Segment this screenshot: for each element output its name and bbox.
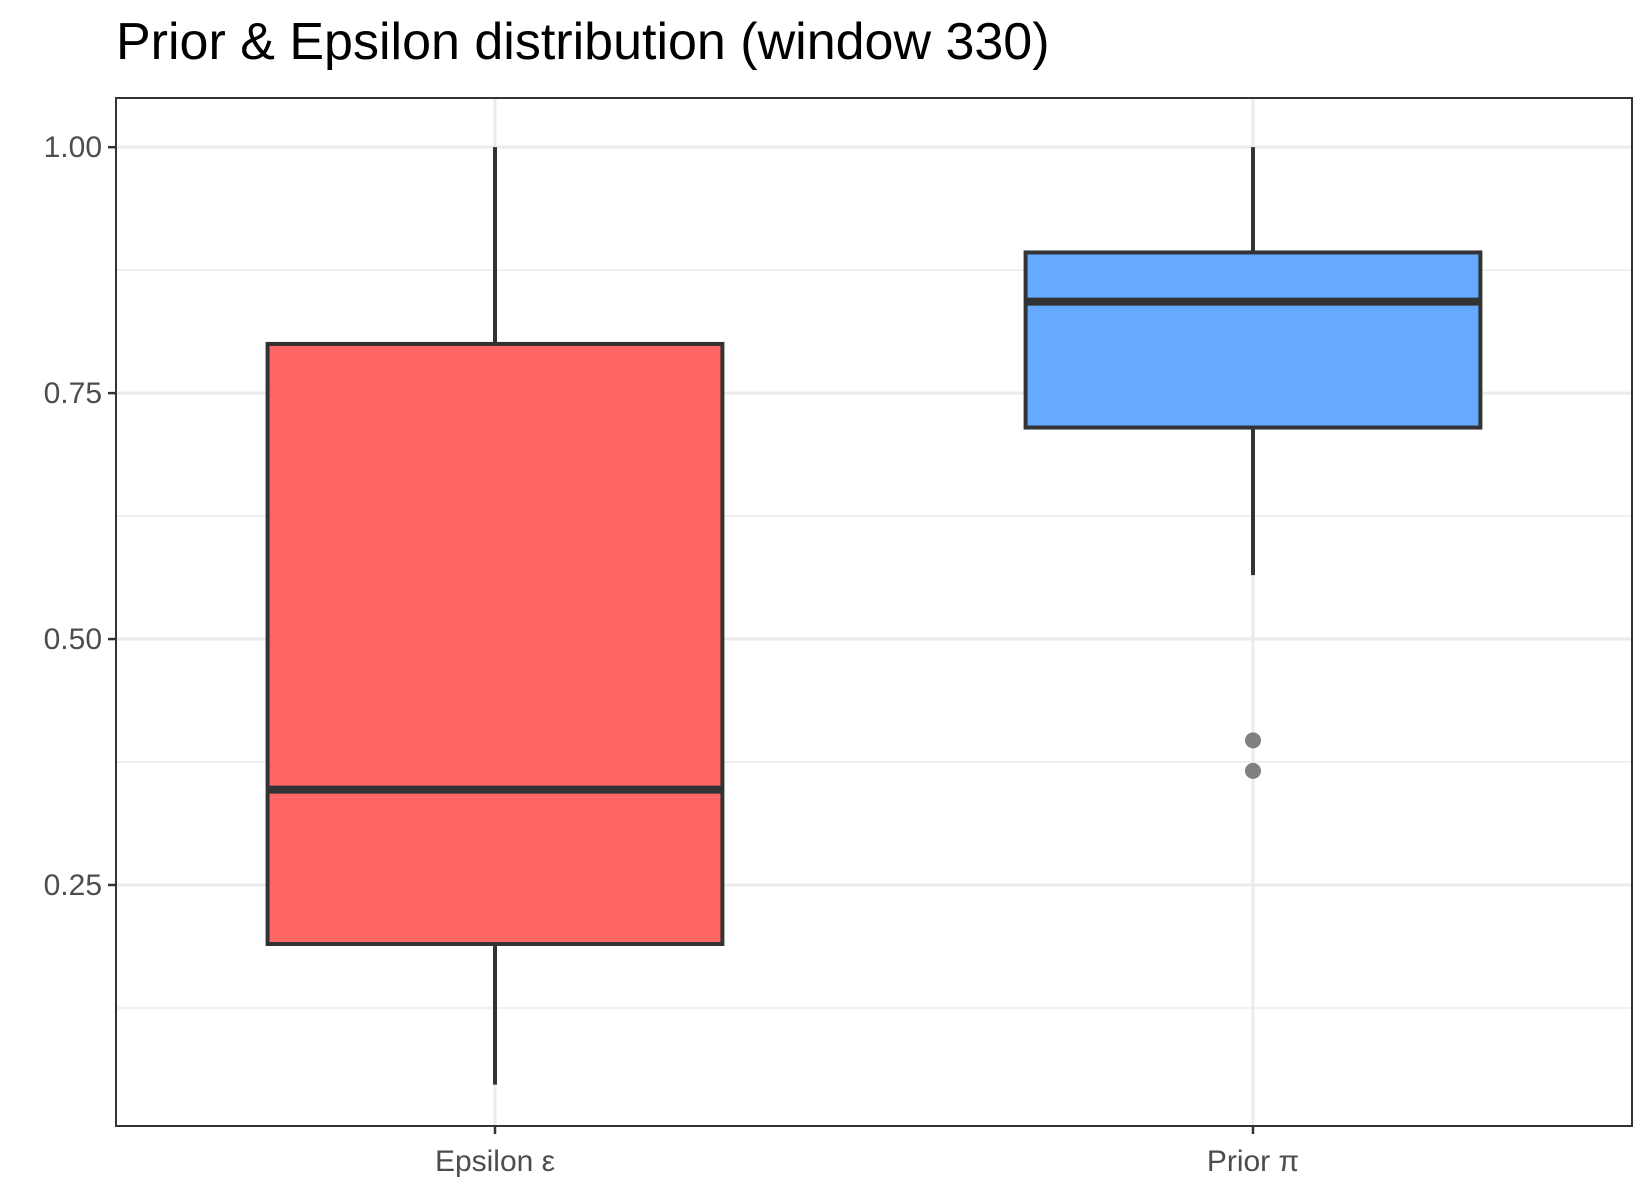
box-group-1 [1023,147,1483,779]
y-tick-label-2: 0.75 [44,377,102,410]
box-1 [1023,250,1483,430]
chart-title: Prior & Epsilon distribution (window 330… [116,13,1050,71]
box-group-0 [265,147,725,1085]
outlier-point-1-1 [1245,762,1261,779]
y-tick-label-0: 0.25 [44,869,102,902]
x-tick-label-1: Prior π [1207,1145,1299,1178]
x-tick-label-0: Epsilon ε [435,1145,555,1178]
x-axis: Epsilon ε Prior π [435,1126,1299,1178]
outlier-point-1-0 [1245,732,1261,749]
box-0 [265,341,725,947]
boxes-layer [265,147,1483,1085]
y-axis: 0.25 0.50 0.75 1.00 [44,131,116,902]
panel-border [115,97,1633,1127]
y-tick-label-1: 0.50 [44,623,102,656]
y-tick-label-3: 1.00 [44,131,102,164]
